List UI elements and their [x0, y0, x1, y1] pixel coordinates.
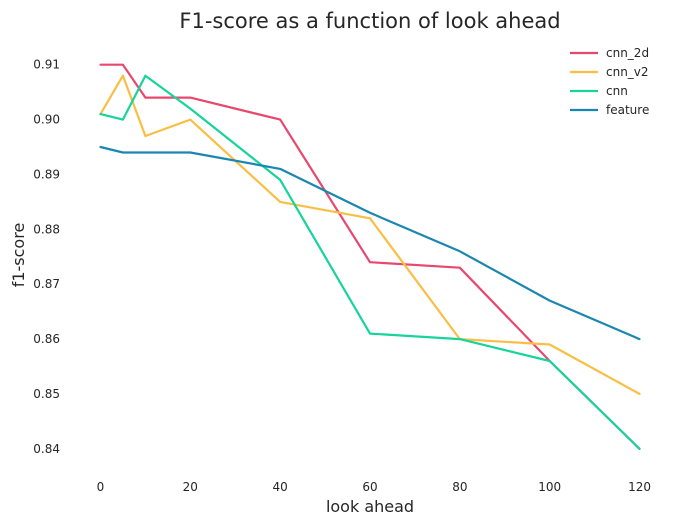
x-tick-label: 60	[362, 480, 377, 494]
y-tick-label: 0.89	[33, 167, 60, 181]
y-tick-label: 0.86	[33, 332, 60, 346]
y-tick-label: 0.87	[33, 277, 60, 291]
legend-label-cnn: cnn	[606, 84, 628, 98]
y-axis-label: f1-score	[9, 223, 28, 288]
series-line-cnn-v2	[99, 74, 641, 395]
x-tick-label: 80	[452, 480, 467, 494]
legend-label-cnn-2d: cnn_2d	[606, 46, 649, 60]
y-axis-ticks: 0.84 0.85 0.86 0.87 0.88 0.89 0.90 0.91	[33, 58, 60, 456]
y-tick-label: 0.91	[33, 58, 60, 72]
x-tick-label: 40	[273, 480, 288, 494]
x-tick-label: 0	[97, 480, 105, 494]
x-tick-label: 120	[628, 480, 651, 494]
y-tick-label: 0.90	[33, 113, 60, 127]
legend-label-cnn-v2: cnn_v2	[606, 65, 649, 79]
series-line-cnn-2d	[99, 63, 641, 450]
series-lines	[99, 63, 641, 450]
x-axis-label: look ahead	[326, 497, 414, 516]
y-tick-label: 0.88	[33, 222, 60, 236]
x-tick-label: 20	[183, 480, 198, 494]
y-tick-label: 0.84	[33, 442, 60, 456]
x-tick-label: 100	[538, 480, 561, 494]
x-axis-ticks: 0 20 40 60 80 100 120	[97, 480, 651, 494]
series-line-feature	[99, 145, 641, 341]
chart-title: F1-score as a function of look ahead	[179, 9, 560, 33]
series-line-cnn	[99, 74, 641, 450]
legend-label-feature: feature	[606, 103, 649, 117]
y-tick-label: 0.85	[33, 387, 60, 401]
